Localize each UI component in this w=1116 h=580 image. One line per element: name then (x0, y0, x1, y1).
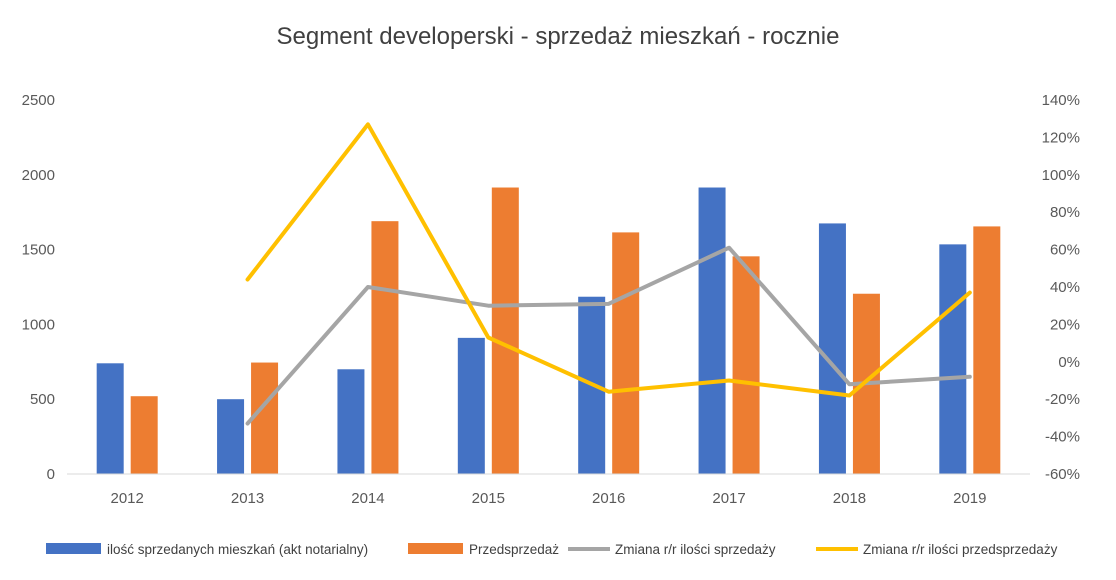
y-left-tick: 2500 (22, 92, 55, 109)
y-right-tick: 80% (1050, 204, 1080, 221)
y-left-tick: 1500 (22, 242, 55, 259)
y-right-tick: 60% (1050, 242, 1080, 259)
x-tick-2014: 2014 (351, 490, 384, 507)
y-right-tick: -40% (1045, 429, 1080, 446)
y-right-tick: -20% (1045, 391, 1080, 408)
bar-presales-2016 (612, 232, 640, 474)
bar-sales-2012 (96, 363, 124, 474)
x-tick-2013: 2013 (231, 490, 264, 507)
bars-layer (96, 187, 1001, 475)
x-tick-2015: 2015 (472, 490, 505, 507)
bar-sales-2018 (818, 223, 846, 474)
bar-presales-2019 (973, 226, 1001, 474)
line-sales-change (245, 245, 972, 426)
y-axis-left: 0 500 1000 1500 2000 2500 (22, 92, 55, 483)
legend-swatch (408, 543, 463, 554)
chart-title: Segment developerski - sprzedaż mieszkań… (277, 23, 840, 50)
y-axis-right: -60% -40% -20% 0% 20% 40% 60% 80% 100% 120% 140% (1042, 92, 1080, 483)
y-right-tick: 40% (1050, 279, 1080, 296)
x-axis: 2012 2013 2014 2015 2016 2017 2018 2019 (111, 490, 987, 507)
lines-layer (245, 122, 972, 426)
legend-label: Zmiana r/r ilości przedsprzedaży (863, 542, 1058, 557)
y-left-tick: 0 (47, 466, 55, 483)
x-tick-2012: 2012 (111, 490, 144, 507)
x-tick-2017: 2017 (712, 490, 745, 507)
x-tick-2016: 2016 (592, 490, 625, 507)
x-tick-2019: 2019 (953, 490, 986, 507)
bar-sales-2013 (217, 399, 245, 474)
legend-swatch (46, 543, 101, 554)
bar-presales-2012 (130, 396, 158, 474)
bar-sales-2019 (939, 244, 967, 474)
legend-label: ilość sprzedanych mieszkań (akt notarial… (107, 542, 368, 557)
y-left-tick: 500 (30, 391, 55, 408)
y-right-tick: -60% (1045, 466, 1080, 483)
bar-sales-2015 (457, 337, 485, 474)
bar-sales-2014 (337, 369, 365, 474)
y-left-tick: 2000 (22, 167, 55, 184)
y-right-tick: 120% (1042, 129, 1080, 146)
x-tick-2018: 2018 (833, 490, 866, 507)
bar-presales-2015 (491, 187, 519, 475)
y-right-tick: 140% (1042, 92, 1080, 109)
y-right-tick: 100% (1042, 167, 1080, 184)
legend: ilość sprzedanych mieszkań (akt notarial… (46, 542, 1058, 557)
y-right-tick: 0% (1058, 354, 1080, 371)
legend-label: Zmiana r/r ilości sprzedaży (615, 542, 776, 557)
bar-presales-2017 (732, 256, 760, 474)
legend-label: Przedsprzedaż (469, 542, 559, 557)
bar-presales-2013 (251, 362, 279, 474)
bar-sales-2017 (698, 187, 726, 475)
bar-presales-2014 (371, 221, 399, 474)
line-presales-change (245, 122, 972, 398)
y-left-tick: 1000 (22, 316, 55, 333)
y-right-tick: 20% (1050, 316, 1080, 333)
